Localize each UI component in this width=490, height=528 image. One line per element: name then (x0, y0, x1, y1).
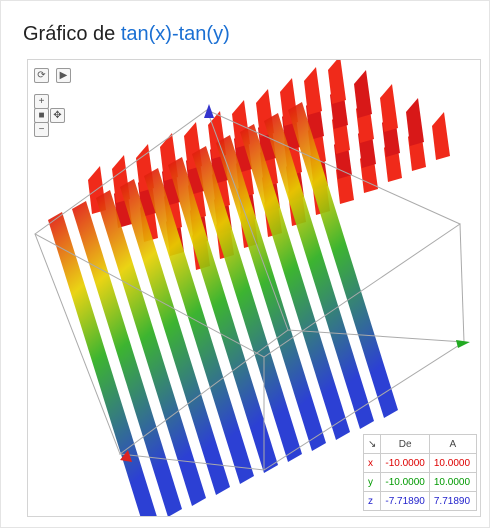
surface-strip (288, 102, 398, 418)
cell[interactable]: -7.71890 (380, 491, 430, 511)
cell[interactable]: 7.71890 (428, 491, 477, 511)
corner: ↘ (362, 434, 382, 454)
camera[interactable]: ■ (34, 108, 49, 123)
surface-strip (264, 113, 374, 429)
surface-strip (216, 135, 326, 451)
column-header: A (428, 434, 477, 454)
surface-strip (72, 201, 182, 516)
cell[interactable]: -10.0000 (380, 453, 430, 473)
surface-strip (120, 179, 230, 495)
axis-arrow-z (204, 104, 214, 118)
cell[interactable]: 10.0000 (428, 472, 477, 492)
surface-strip (192, 146, 302, 462)
surface-strip (168, 157, 278, 473)
surface-fin (304, 67, 322, 115)
surface-fin (406, 98, 424, 146)
title: Gráfico de tan(x)-tan(y) (23, 23, 230, 46)
title-text: Gráfico de (23, 23, 116, 45)
surface-fin (380, 84, 398, 132)
surface-fin (328, 60, 346, 104)
surface-strip (240, 124, 350, 440)
surface-strip (48, 212, 157, 516)
surface-fin (354, 70, 372, 118)
surface-strip (144, 168, 254, 484)
row-label: z (362, 491, 382, 511)
range-table: ↘ De A x -10.0000 10.0000 y -10.0000 10.0000 z… (362, 434, 477, 511)
cell[interactable]: -10.0000 (380, 472, 430, 492)
zoom-in[interactable]: + (34, 94, 49, 109)
column-header: De (380, 434, 430, 454)
plot-area[interactable]: ⟳ ▶ + ■ ✥ − ↘ De A x -10.0000 10.0000 y -10.0… (27, 59, 481, 517)
surface-fin (432, 112, 450, 160)
surface (34, 60, 470, 516)
pan[interactable]: ✥ (50, 108, 65, 123)
surface-strips (48, 60, 450, 516)
reset-button[interactable]: ⟳ (34, 68, 49, 83)
axis-arrow-y (456, 340, 470, 348)
zoom-out[interactable]: − (34, 122, 49, 137)
cell[interactable]: 10.0000 (428, 453, 477, 473)
row-label: y (362, 472, 382, 492)
axis-arrow-x (120, 450, 132, 462)
surface-strip (96, 190, 206, 506)
function-link[interactable]: tan(x)-tan(y) (120, 23, 230, 45)
row-label: x (362, 453, 382, 473)
play-button[interactable]: ▶ (56, 68, 71, 83)
